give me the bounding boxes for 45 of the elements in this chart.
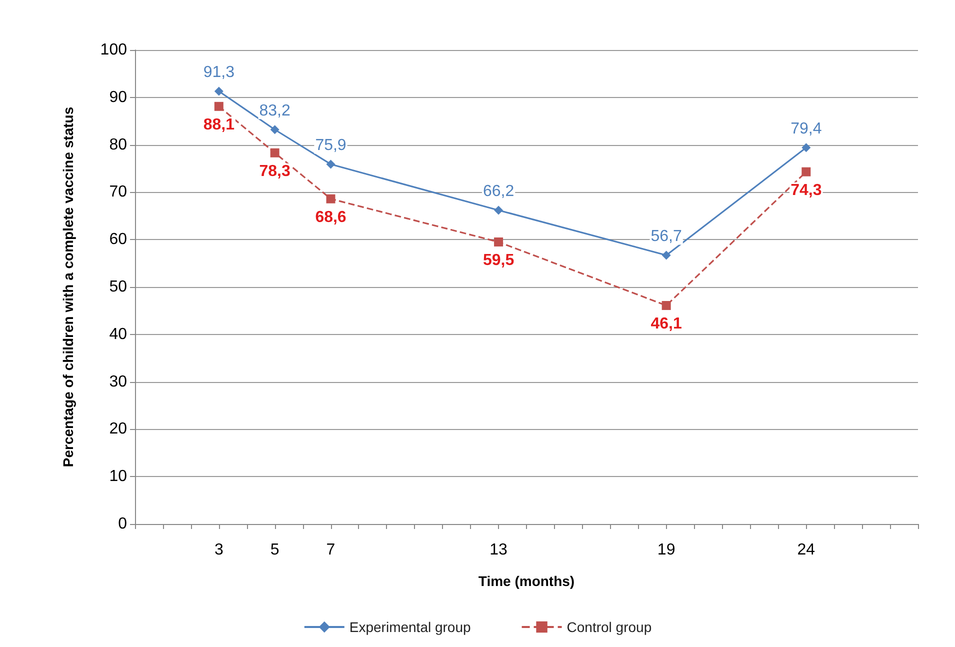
y-tick-label: 70 (109, 184, 128, 201)
data-label: 91,3 (203, 64, 235, 82)
data-label: 59,5 (482, 252, 514, 269)
point (802, 143, 811, 152)
point (494, 206, 504, 215)
point (802, 167, 811, 176)
data-label: 75,9 (315, 137, 346, 154)
data-label: 46,1 (650, 315, 682, 332)
data-label: 79,4 (790, 120, 822, 138)
x-tick-label: 7 (326, 542, 336, 558)
point (270, 148, 280, 158)
point (270, 125, 280, 134)
x-axis-title: Time (months) (478, 573, 575, 589)
point (214, 102, 224, 111)
y-tick-label: 20 (109, 420, 128, 438)
point (662, 250, 671, 260)
x-tick-label: 5 (270, 542, 280, 558)
x-tick-label: 19 (657, 542, 676, 558)
data-label: 83,2 (259, 102, 290, 120)
y-tick-label: 0 (118, 516, 128, 532)
legend-label: Experimental group (349, 619, 471, 635)
x-tick-label: 24 (797, 542, 816, 558)
legend-label: Control group (566, 619, 652, 635)
data-label: 74,3 (790, 182, 822, 199)
y-tick-label: 50 (109, 278, 128, 296)
y-tick-label: 30 (109, 373, 128, 390)
y-tick-label: 60 (109, 231, 128, 248)
data-label: 56,7 (650, 228, 682, 246)
y-axis-title: Percentage of children with a complete vaccine status (60, 106, 76, 468)
point (326, 160, 336, 169)
data-label: 78,3 (259, 162, 290, 180)
point (214, 86, 224, 96)
x-tick-label: 3 (214, 542, 224, 558)
point (494, 237, 504, 246)
y-tick-label: 90 (109, 88, 128, 106)
data-label: 68,6 (315, 208, 346, 226)
data-label: 88,1 (203, 116, 235, 134)
point (326, 194, 336, 204)
point (662, 300, 671, 310)
y-tick-label: 100 (100, 42, 128, 58)
y-tick-label: 40 (109, 326, 128, 343)
y-tick-label: 80 (109, 136, 128, 154)
y-tick-label: 10 (109, 468, 128, 486)
x-tick-label: 13 (490, 542, 508, 558)
data-label: 66,2 (482, 183, 514, 200)
